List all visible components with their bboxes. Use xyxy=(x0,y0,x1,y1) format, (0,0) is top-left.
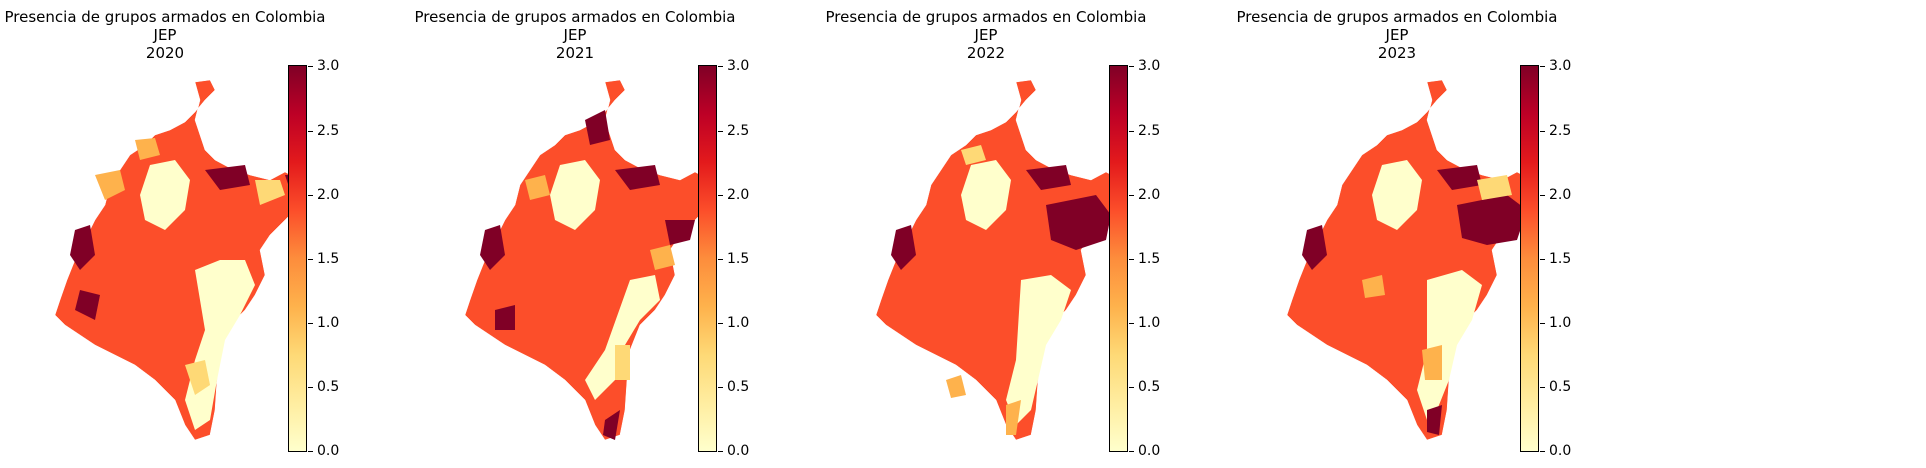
map-panel-2023: Presencia de grupos armados en Colombia … xyxy=(1232,0,1652,468)
colorbar-tick: 3.0 xyxy=(1540,59,1600,74)
colorbar-tick: 0.5 xyxy=(1129,380,1189,395)
panel-title: Presencia de grupos armados en Colombia … xyxy=(0,8,355,62)
colorbar-tick: 0.0 xyxy=(1129,444,1189,459)
colorbar: 0.0 0.5 1.0 1.5 2.0 2.5 3.0 xyxy=(1109,59,1160,458)
colorbar-tick: 1.5 xyxy=(1540,252,1600,267)
title-line-1: Presencia de grupos armados en Colombia xyxy=(414,8,736,26)
title-line-1: Presencia de grupos armados en Colombia xyxy=(1236,8,1558,26)
title-line-2: JEP xyxy=(153,26,177,44)
colorbar-tick: 2.0 xyxy=(1129,188,1189,203)
map-panel-2022: Presencia de grupos armados en Colombia … xyxy=(821,0,1241,468)
map-panel-2021: Presencia de grupos armados en Colombia … xyxy=(410,0,830,468)
colorbar-tick: 1.5 xyxy=(1129,252,1189,267)
panel-title: Presencia de grupos armados en Colombia … xyxy=(1207,8,1587,62)
colorbar-tick: 1.0 xyxy=(1540,316,1600,331)
title-line-1: Presencia de grupos armados en Colombia xyxy=(825,8,1147,26)
colorbar-tick: 2.0 xyxy=(718,188,778,203)
colorbar-tick: 0.0 xyxy=(308,444,368,459)
colorbar-tick: 1.0 xyxy=(308,316,368,331)
colorbar-tick: 1.0 xyxy=(718,316,778,331)
colorbar: 0.0 0.5 1.0 1.5 2.0 2.5 3.0 xyxy=(1520,59,1571,458)
colorbar-tick: 3.0 xyxy=(718,59,778,74)
colombia-map xyxy=(464,80,716,440)
colorbar-tick: 2.5 xyxy=(308,124,368,139)
title-line-2: JEP xyxy=(974,26,998,44)
colorbar-tick: 2.5 xyxy=(1540,124,1600,139)
panel-title: Presencia de grupos armados en Colombia … xyxy=(796,8,1176,62)
colorbar-tick: 0.5 xyxy=(308,380,368,395)
colorbar-tick: 0.0 xyxy=(718,444,778,459)
title-line-2: JEP xyxy=(563,26,587,44)
colorbar-tick: 2.0 xyxy=(308,188,368,203)
title-line-1: Presencia de grupos armados en Colombia xyxy=(4,8,326,26)
colorbar-tick: 2.0 xyxy=(1540,188,1600,203)
colorbar-tick: 0.5 xyxy=(718,380,778,395)
colorbar-tick: 3.0 xyxy=(308,59,368,74)
colorbar: 0.0 0.5 1.0 1.5 2.0 2.5 3.0 xyxy=(698,59,749,458)
colorbar-tick: 0.5 xyxy=(1540,380,1600,395)
title-line-2: JEP xyxy=(1385,26,1409,44)
map-panel-2020: Presencia de grupos armados en Colombia … xyxy=(0,0,420,468)
colombia-map xyxy=(54,80,306,440)
colorbar-tick: 1.5 xyxy=(308,252,368,267)
colombia-map xyxy=(1286,80,1538,440)
colorbar-tick: 0.0 xyxy=(1540,444,1600,459)
colorbar-tick: 2.5 xyxy=(1129,124,1189,139)
colorbar-tick: 1.0 xyxy=(1129,316,1189,331)
colorbar: 0.0 0.5 1.0 1.5 2.0 2.5 3.0 xyxy=(288,59,339,458)
title-line-3: 2021 xyxy=(555,44,595,62)
colorbar-tick: 2.5 xyxy=(718,124,778,139)
title-line-3: 2023 xyxy=(1377,44,1417,62)
title-line-3: 2020 xyxy=(145,44,185,62)
colorbar-tick: 1.5 xyxy=(718,252,778,267)
colorbar-tick: 3.0 xyxy=(1129,59,1189,74)
title-line-3: 2022 xyxy=(966,44,1006,62)
panel-title: Presencia de grupos armados en Colombia … xyxy=(385,8,765,62)
colombia-map xyxy=(875,80,1127,440)
